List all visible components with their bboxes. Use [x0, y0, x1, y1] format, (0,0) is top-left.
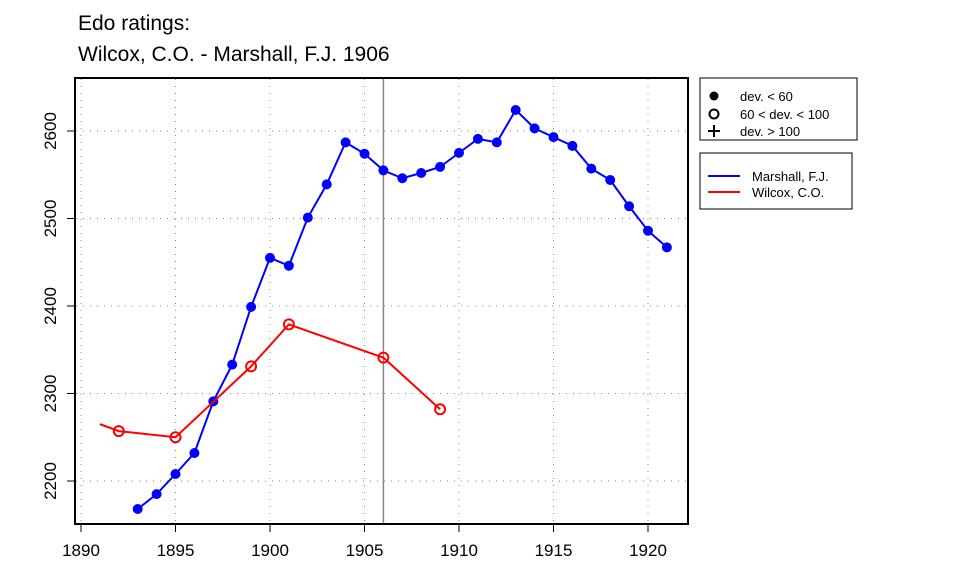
data-point [472, 133, 483, 144]
x-tick-label: 1920 [629, 541, 667, 560]
data-point [282, 318, 295, 331]
data-point [359, 148, 370, 159]
data-point [454, 147, 464, 158]
data-point [246, 301, 257, 312]
data-point [435, 161, 446, 172]
y-tick-label: 2600 [41, 112, 60, 150]
legend-markers: dev. < 60 60 < dev. < 100 dev. > 100 [699, 77, 858, 141]
x-tick-label: 1910 [440, 541, 478, 560]
legend-label: dev. < 60 [740, 89, 793, 104]
y-tick-label: 2200 [41, 462, 60, 500]
y-tick-label: 2500 [41, 200, 60, 238]
data-point [434, 403, 447, 416]
legend-label: dev. > 100 [740, 124, 800, 139]
x-tick-label: 1915 [535, 541, 573, 560]
chart-title-line2: Wilcox, C.O. - Marshall, F.J. 1906 [78, 43, 390, 66]
data-point [416, 168, 427, 178]
data-point [586, 163, 597, 174]
data-point [227, 359, 238, 370]
data-point [643, 225, 653, 236]
grid [76, 79, 687, 523]
data-point [170, 469, 181, 479]
open-marker-icon [708, 108, 720, 120]
data-point [151, 489, 162, 500]
data-point [548, 132, 559, 143]
data-point [377, 351, 390, 364]
plus-marker-icon [708, 125, 720, 137]
x-tick-label: 1900 [251, 541, 289, 560]
chart-title-line1: Edo ratings: [78, 12, 190, 35]
data-point [510, 105, 521, 115]
data-point [340, 137, 351, 148]
y-tick-label: 2400 [41, 287, 60, 325]
data-point [378, 165, 389, 176]
series-line [99, 323, 441, 439]
y-tick-label: 2300 [41, 375, 60, 413]
data-point [245, 360, 258, 373]
data-point [189, 448, 200, 458]
filled-marker-icon [709, 91, 719, 101]
x-tick-label: 1895 [157, 541, 195, 560]
legend-series: Marshall, F.J. Wilcox, C.O. [699, 152, 853, 210]
data-point [265, 252, 275, 263]
series-group [99, 105, 672, 514]
axes: 1890 1895 1900 1905 1910 1915 1920 2200 2300 2400… [41, 112, 667, 560]
legend-label: 60 < dev. < 100 [740, 107, 829, 122]
x-tick-label: 1905 [346, 541, 384, 560]
data-point [397, 173, 408, 184]
data-point [491, 137, 502, 148]
data-point [302, 212, 313, 223]
data-point [529, 123, 540, 134]
data-point [567, 140, 578, 151]
data-point [283, 260, 294, 271]
data-point [132, 504, 143, 514]
plot-frame [74, 77, 689, 525]
legend-label: Marshall, F.J. [752, 169, 829, 184]
x-tick-label: 1890 [62, 541, 100, 560]
data-point [624, 201, 635, 212]
data-point [169, 431, 182, 444]
data-point [661, 242, 672, 253]
data-point [321, 179, 332, 190]
legend-label: Wilcox, C.O. [752, 185, 824, 200]
data-point [605, 175, 616, 185]
data-point [112, 425, 125, 438]
